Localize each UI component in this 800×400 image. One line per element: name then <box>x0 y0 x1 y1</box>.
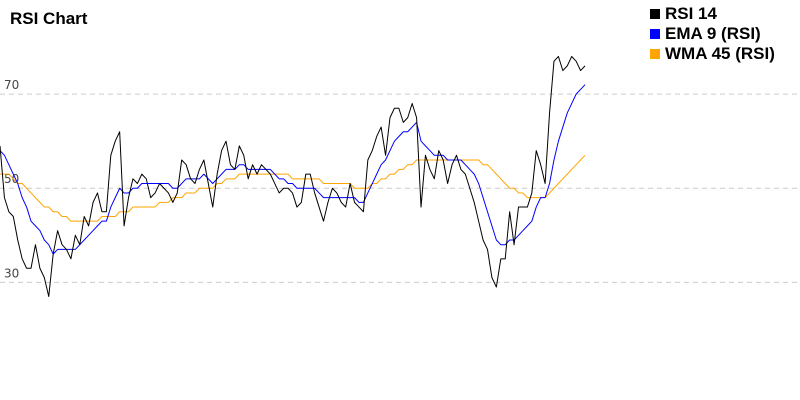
legend-item-wma: WMA 45 (RSI) <box>650 44 775 64</box>
legend-swatch-ema <box>650 29 660 39</box>
legend-item-ema: EMA 9 (RSI) <box>650 24 775 44</box>
legend-swatch-wma <box>650 49 660 59</box>
chart-title: RSI Chart <box>10 9 88 28</box>
legend: RSI 14 EMA 9 (RSI) WMA 45 (RSI) <box>650 4 775 64</box>
y-tick-label-50: 50 <box>4 172 19 186</box>
legend-swatch-rsi <box>650 9 660 19</box>
series-line-rsi <box>0 55 586 297</box>
legend-label-ema: EMA 9 (RSI) <box>665 24 761 43</box>
y-tick-label-70: 70 <box>4 78 19 92</box>
series-line-wma <box>0 154 586 222</box>
legend-label-wma: WMA 45 (RSI) <box>665 44 775 63</box>
y-tick-label-30: 30 <box>4 266 19 280</box>
legend-label-rsi: RSI 14 <box>665 4 717 23</box>
series-line-ema <box>0 84 586 255</box>
legend-item-rsi: RSI 14 <box>650 4 775 24</box>
